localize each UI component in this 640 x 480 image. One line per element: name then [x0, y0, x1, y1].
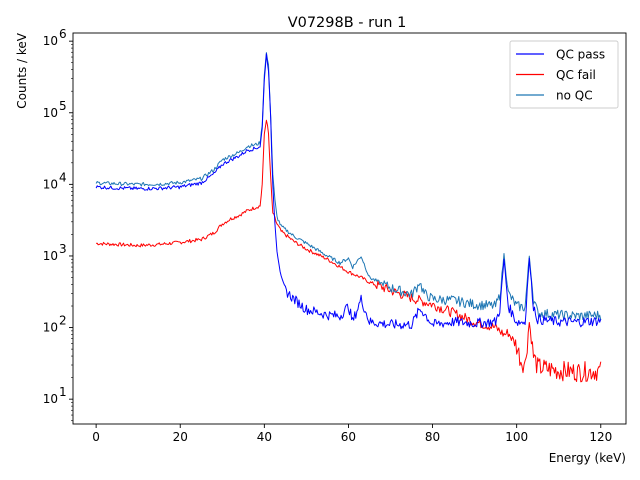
y-tick-exponent: 6 — [59, 27, 67, 41]
y-tick-label: 10 — [43, 34, 58, 48]
chart-title: V07298B - run 1 — [288, 15, 407, 31]
y-tick-label: 10 — [43, 392, 58, 406]
y-tick-exponent: 2 — [59, 314, 67, 328]
x-tick-label: 0 — [92, 430, 100, 444]
y-tick-exponent: 5 — [59, 99, 67, 113]
series-line-no-qc — [95, 52, 602, 321]
y-tick-label: 10 — [43, 321, 58, 335]
y-tick-exponent: 4 — [59, 170, 67, 184]
x-tick-label: 40 — [257, 430, 272, 444]
y-tick-label: 10 — [43, 177, 58, 191]
x-tick-label: 100 — [505, 430, 528, 444]
y-tick-label: 10 — [43, 249, 58, 263]
x-tick-label: 80 — [425, 430, 440, 444]
series-line-qc-fail — [96, 119, 602, 383]
legend: QC pass QC fail no QC — [509, 40, 619, 109]
series-layer — [95, 52, 602, 383]
legend-label: QC pass — [556, 48, 605, 62]
x-tick-label: 120 — [589, 430, 612, 444]
plot-frame — [72, 32, 627, 425]
x-tick-label: 20 — [173, 430, 188, 444]
legend-label: no QC — [556, 89, 593, 103]
legend-box — [509, 40, 619, 109]
legend-label: QC fail — [556, 68, 596, 82]
y-axis-label: Counts / keV — [15, 32, 29, 108]
y-tick-label: 10 — [43, 106, 58, 120]
y-tick-exponent: 1 — [59, 385, 67, 399]
x-tick-label: 60 — [341, 430, 356, 444]
series-line-qc-pass — [95, 53, 602, 330]
x-axis-label: Energy (keV) — [549, 451, 626, 465]
y-tick-exponent: 3 — [59, 242, 67, 256]
